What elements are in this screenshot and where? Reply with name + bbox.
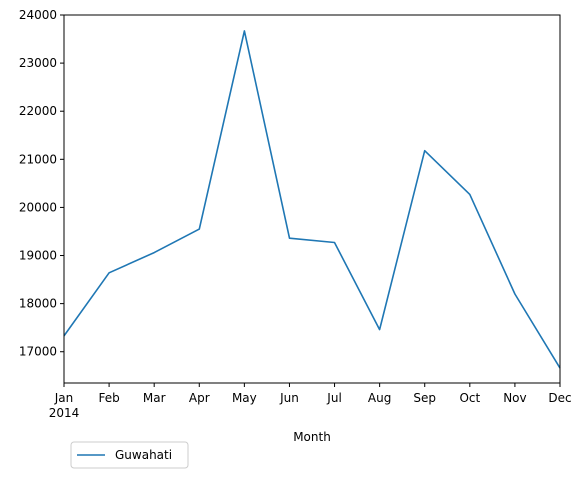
- x-tick-label: Aug: [368, 391, 391, 405]
- y-tick-label: 18000: [19, 297, 57, 311]
- x-tick-label: Apr: [189, 391, 210, 405]
- plot-frame: [63, 14, 561, 384]
- x-tick-label: Nov: [503, 391, 526, 405]
- x-tick-label: Jan: [54, 391, 74, 405]
- legend: Guwahati: [70, 441, 189, 469]
- y-axis-ticks: 17000 18000 19000 20000 21000 22000 23000 24000: [19, 8, 64, 359]
- x-tick-label: Jun: [279, 391, 299, 405]
- y-tick-label: 22000: [19, 104, 57, 118]
- series-line-guwahati: [63, 30, 561, 369]
- legend-box: [70, 441, 189, 469]
- y-tick-label: 23000: [19, 56, 57, 70]
- y-tick-label: 21000: [19, 152, 57, 166]
- legend-label: Guwahati: [115, 448, 172, 462]
- x-tick-label: Mar: [143, 391, 166, 405]
- x-tick-label: May: [232, 391, 257, 405]
- x-tick-year-label: 2014: [49, 406, 80, 420]
- y-tick-label: 17000: [19, 345, 57, 359]
- series-layer: [63, 30, 561, 369]
- x-tick-label: Feb: [98, 391, 119, 405]
- x-tick-label: Sep: [413, 391, 436, 405]
- x-axis-ticks: Jan Feb Mar Apr May Jun Jul Aug Sep Oct Nov Dec 2014: [49, 383, 572, 420]
- x-tick-label: Oct: [459, 391, 480, 405]
- x-axis-label: Month: [293, 430, 331, 444]
- x-tick-label: Jul: [326, 391, 341, 405]
- y-tick-label: 19000: [19, 249, 57, 263]
- y-tick-label: 24000: [19, 8, 57, 22]
- y-tick-label: 20000: [19, 200, 57, 214]
- x-tick-label: Dec: [548, 391, 571, 405]
